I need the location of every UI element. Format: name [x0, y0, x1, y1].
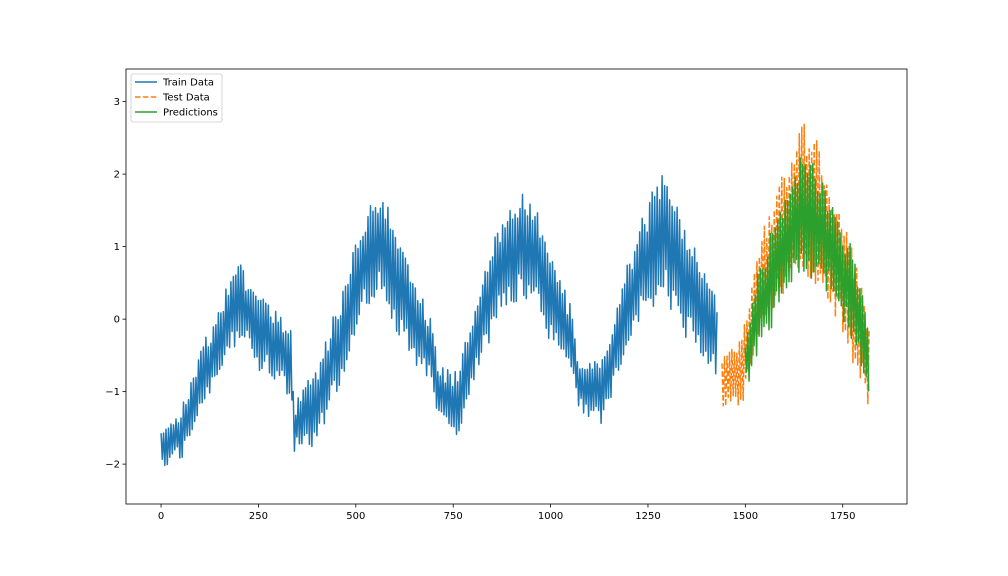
y-tick-label: 3 [114, 97, 120, 108]
x-tick-label: 1750 [830, 511, 855, 522]
series-line-test-data [721, 123, 870, 407]
legend-label-predictions: Predictions [163, 108, 218, 119]
x-tick-label: 250 [249, 511, 268, 522]
y-tick-label: −2 [105, 460, 120, 471]
x-tick-label: 1000 [538, 511, 563, 522]
x-tick-label: 750 [444, 511, 463, 522]
x-tick-label: 500 [346, 511, 365, 522]
plot-frame [125, 68, 908, 505]
legend-box [130, 73, 223, 123]
y-tick-label: 2 [114, 170, 120, 181]
legend-label-train: Train Data [162, 78, 214, 89]
y-tick-label: −1 [105, 387, 120, 398]
x-tick-label: 1250 [635, 511, 660, 522]
series-line-train-data [160, 174, 718, 467]
x-tick-label: 0 [158, 511, 164, 522]
x-axis: 0 250 500 750 1000 1250 1500 1750 [158, 504, 855, 522]
legend: Train Data Test Data Predictions [130, 73, 223, 123]
legend-label-test: Test Data [162, 93, 210, 104]
series-line-predictions [744, 157, 870, 392]
y-axis: −2 −1 0 1 2 3 [105, 97, 126, 471]
y-tick-label: 1 [114, 242, 120, 253]
x-tick-label: 1500 [733, 511, 758, 522]
series-layer [160, 123, 870, 467]
y-tick-label: 0 [114, 315, 120, 326]
